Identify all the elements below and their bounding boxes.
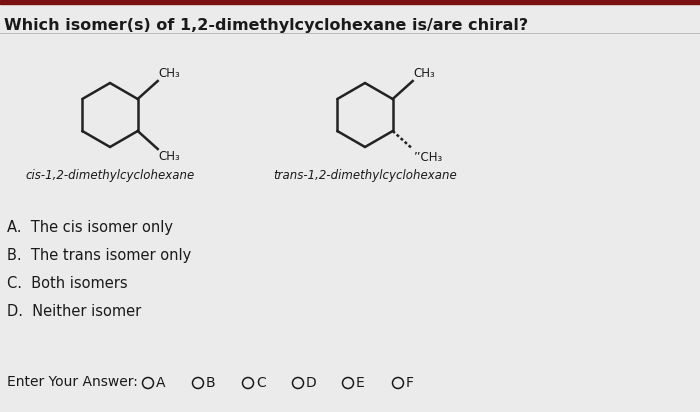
Text: C: C bbox=[256, 376, 266, 390]
Text: B.  The trans isomer only: B. The trans isomer only bbox=[7, 248, 191, 263]
Text: Which isomer(s) of 1,2-dimethylcyclohexane is/are chiral?: Which isomer(s) of 1,2-dimethylcyclohexa… bbox=[4, 18, 528, 33]
Text: A: A bbox=[156, 376, 165, 390]
Text: B: B bbox=[206, 376, 216, 390]
Text: cis-1,2-dimethylcyclohexane: cis-1,2-dimethylcyclohexane bbox=[25, 169, 195, 182]
Text: D.  Neither isomer: D. Neither isomer bbox=[7, 304, 141, 319]
Text: A.  The cis isomer only: A. The cis isomer only bbox=[7, 220, 173, 235]
Text: CH₃: CH₃ bbox=[414, 67, 435, 80]
Text: D: D bbox=[306, 376, 316, 390]
Text: trans-1,2-dimethylcyclohexane: trans-1,2-dimethylcyclohexane bbox=[273, 169, 457, 182]
Text: C.  Both isomers: C. Both isomers bbox=[7, 276, 127, 291]
Text: E: E bbox=[356, 376, 365, 390]
Bar bbox=[0, 0, 700, 4]
Text: ’’CH₃: ’’CH₃ bbox=[414, 151, 443, 164]
Text: CH₃: CH₃ bbox=[159, 67, 181, 80]
Text: F: F bbox=[406, 376, 414, 390]
Text: Enter Your Answer:: Enter Your Answer: bbox=[7, 375, 138, 389]
Text: CH₃: CH₃ bbox=[159, 150, 181, 163]
